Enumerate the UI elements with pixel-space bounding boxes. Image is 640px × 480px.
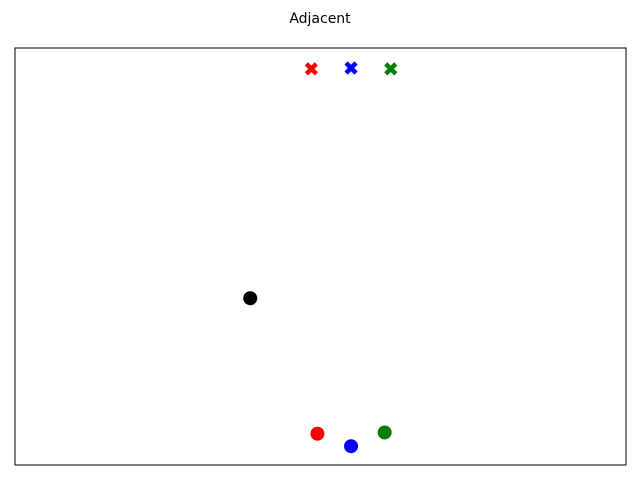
circle-marker-2 xyxy=(344,439,359,454)
chart-title: Adjacent xyxy=(289,11,351,27)
circle-marker-0 xyxy=(243,291,258,306)
circle-marker-1 xyxy=(310,426,325,441)
x-marker-0 xyxy=(304,62,318,76)
x-marker-1 xyxy=(344,61,358,75)
plot-area-frame xyxy=(14,47,627,466)
x-marker-2 xyxy=(384,62,398,76)
circle-marker-3 xyxy=(377,425,392,440)
data-markers xyxy=(243,61,398,454)
